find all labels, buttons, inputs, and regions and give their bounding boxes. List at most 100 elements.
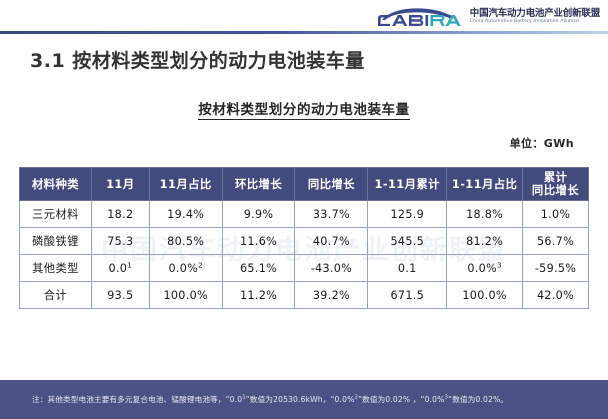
cell-cum-share-value: 81.2% <box>466 234 504 248</box>
col-header-nov-share: 11月占比 <box>148 167 223 201</box>
cell-category: 磷酸铁锂 <box>19 227 92 255</box>
table-row: 三元材料 18.2 19.4% 9.9% 33.7% 125.9 18.8% 1.0% <box>19 200 589 228</box>
cell-cum-total-value: 125.9 <box>390 207 425 221</box>
footer-note-text: 注：其他类型电池主要有多元复合电池、锰酸锂电池等，“0.01”数值为20530.… <box>32 394 509 404</box>
table-row: 合计 93.5 100.0% 11.2% 39.2% 671.5 100.0% 42.0% <box>19 281 589 309</box>
cell-category: 其他类型 <box>19 254 92 282</box>
brand-name-cn: 中国汽车动力电池产业创新联盟 <box>469 7 600 19</box>
cell-category-value: 其他类型 <box>32 262 79 275</box>
col-header-cum-yoy-line2: 同比增长 <box>531 183 580 197</box>
col-header-nov: 11月 <box>90 167 150 201</box>
cell-yoy-growth: 33.7% <box>294 200 369 228</box>
cell-cum-share-value: 0.0% <box>467 261 497 275</box>
cell-nov: 0.01 <box>90 254 150 282</box>
page-title: 3.1 按材料类型划分的动力电池装车量 <box>30 50 365 72</box>
cell-cum-yoy-growth-value: -59.5% <box>534 261 577 275</box>
brand-logo: 中国汽车动力电池产业创新联盟 China Automotive Battery … <box>376 6 600 28</box>
cell-yoy-growth-value: 39.2% <box>312 288 350 302</box>
cell-cum-yoy-growth-value: 1.0% <box>540 207 571 221</box>
cell-nov-share-footnote-marker: 2 <box>198 259 203 269</box>
cell-nov-footnote-marker: 1 <box>127 259 133 269</box>
cell-cum-total: 0.1 <box>367 254 448 282</box>
cell-nov-share: 100.0% <box>148 281 223 309</box>
cell-mom-growth: 11.6% <box>221 227 296 255</box>
cell-cum-yoy-growth-value: 56.7% <box>536 234 575 248</box>
cell-yoy-growth: 40.7% <box>294 227 369 255</box>
cell-category: 合计 <box>19 281 92 309</box>
brand-name-en: China Automotive Battery Innovation Alli… <box>469 19 580 25</box>
cell-cum-total: 125.9 <box>367 200 448 228</box>
table-body: 三元材料 18.2 19.4% 9.9% 33.7% 125.9 18.8% 1.0% 磷酸铁锂… <box>19 200 589 309</box>
cell-nov-share-value: 0.0% <box>168 261 199 275</box>
cell-yoy-growth: 39.2% <box>294 281 369 309</box>
cell-mom-growth: 9.9% <box>221 200 296 228</box>
col-header-cum-total: 1-11月累计 <box>367 167 448 201</box>
col-header-category: 材料种类 <box>19 167 92 201</box>
cell-nov-share: 80.5% <box>148 227 223 255</box>
cell-nov-value: 0.0 <box>108 261 128 275</box>
cell-cum-yoy-growth: 1.0% <box>522 200 589 228</box>
cell-cum-total-value: 0.1 <box>397 261 417 275</box>
cell-category-value: 磷酸铁锂 <box>32 235 79 248</box>
cell-nov-share-value: 19.4% <box>167 207 205 221</box>
cell-nov-share: 19.4% <box>148 200 223 228</box>
cell-cum-total-value: 545.5 <box>390 234 425 248</box>
cell-nov-share-value: 100.0% <box>163 288 208 302</box>
cell-nov-share-value: 80.5% <box>167 234 205 248</box>
cell-cum-share-value: 100.0% <box>462 288 507 302</box>
cell-cum-yoy-growth: 56.7% <box>522 227 589 255</box>
cell-yoy-growth-value: -43.0% <box>310 261 353 275</box>
cell-cum-yoy-growth: 42.0% <box>522 281 589 309</box>
cell-cum-share: 18.8% <box>446 200 524 228</box>
cell-cum-total-value: 671.5 <box>390 288 425 302</box>
footer-bar <box>0 380 608 419</box>
table-header-row: 材料种类 11月 11月占比 环比增长 同比增长 1-11月累计 1-11月占比… <box>19 167 589 201</box>
cell-nov: 75.3 <box>90 227 150 255</box>
col-header-cum-yoy-growth: 累计 同比增长 <box>522 167 589 201</box>
footnote-marker-2: 2 <box>354 394 359 401</box>
cell-nov: 93.5 <box>90 281 150 309</box>
col-header-cum-yoy-line1: 累计 <box>543 170 568 185</box>
brand-text: 中国汽车动力电池产业创新联盟 China Automotive Battery … <box>469 7 600 25</box>
cell-nov-share: 0.0%2 <box>148 254 223 282</box>
cell-yoy-growth-value: 40.7% <box>312 234 350 248</box>
col-header-mom-growth: 环比增长 <box>221 167 296 201</box>
cell-nov-value: 75.3 <box>107 234 134 248</box>
cell-nov: 18.2 <box>90 200 150 228</box>
cell-cum-yoy-growth-value: 42.0% <box>536 288 575 302</box>
cell-cum-share-footnote-marker: 3 <box>496 259 502 269</box>
cell-cum-share: 0.0%3 <box>446 254 524 282</box>
cell-yoy-growth: -43.0% <box>294 254 369 282</box>
table-header: 材料种类 11月 11月占比 环比增长 同比增长 1-11月累计 1-11月占比… <box>19 167 589 201</box>
cell-cum-share-value: 18.8% <box>466 207 504 221</box>
cabia-logo-icon <box>376 6 462 28</box>
cell-category-value: 合计 <box>43 289 68 302</box>
cell-mom-growth: 65.1% <box>221 254 296 282</box>
cell-category: 三元材料 <box>19 200 92 228</box>
footnote-marker-1: 1 <box>242 394 246 401</box>
battery-material-table: 材料种类 11月 11月占比 环比增长 同比增长 1-11月累计 1-11月占比… <box>19 167 589 309</box>
footnote-marker-3: 3 <box>444 394 449 401</box>
cell-mom-growth-value: 9.9% <box>243 207 274 221</box>
cell-cum-yoy-growth: -59.5% <box>522 254 589 282</box>
footer-note: 注：其他类型电池主要有多元复合电池、锰酸锂电池等，“0.01”数值为20530.… <box>0 380 608 419</box>
cell-cum-total: 671.5 <box>367 281 448 309</box>
table-subtitle: 按材料类型划分的动力电池装车量 <box>0 98 608 120</box>
cell-mom-growth-value: 11.6% <box>240 234 278 248</box>
header-divider <box>0 31 608 34</box>
cell-cum-share: 100.0% <box>446 281 524 309</box>
cell-mom-growth-value: 11.2% <box>240 288 278 302</box>
cell-nov-value: 93.5 <box>107 288 134 302</box>
cell-nov-value: 18.2 <box>107 207 134 221</box>
cell-mom-growth: 11.2% <box>221 281 296 309</box>
unit-label: 单位：GWh <box>509 137 574 150</box>
cell-mom-growth-value: 65.1% <box>240 261 278 275</box>
cell-cum-share: 81.2% <box>446 227 524 255</box>
cell-cum-total: 545.5 <box>367 227 448 255</box>
cell-yoy-growth-value: 33.7% <box>312 207 350 221</box>
col-header-cum-share: 1-11月占比 <box>446 167 524 201</box>
col-header-yoy-growth: 同比增长 <box>294 167 369 201</box>
table-row: 磷酸铁锂 75.3 80.5% 11.6% 40.7% 545.5 81.2% 56.7% <box>19 227 589 255</box>
cell-category-value: 三元材料 <box>32 208 79 221</box>
